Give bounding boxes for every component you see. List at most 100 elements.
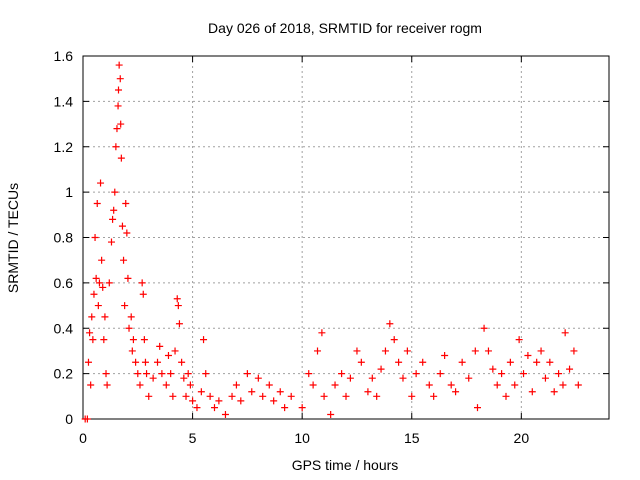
- data-point: [381, 347, 389, 355]
- data-point: [120, 256, 128, 264]
- data-point: [87, 381, 95, 389]
- data-point: [178, 358, 186, 366]
- data-points: [81, 61, 582, 423]
- data-point: [566, 365, 574, 373]
- data-point: [200, 336, 208, 344]
- data-point: [520, 370, 528, 378]
- data-point: [100, 336, 108, 344]
- data-point: [390, 336, 398, 344]
- data-point: [123, 229, 131, 237]
- y-tick-label: 0.6: [54, 275, 74, 291]
- data-point: [412, 370, 420, 378]
- data-point: [465, 374, 473, 382]
- y-tick-label: 0.8: [54, 230, 74, 246]
- data-point: [254, 374, 262, 382]
- data-point: [425, 381, 433, 389]
- data-point: [129, 336, 137, 344]
- data-point: [561, 329, 569, 337]
- data-point: [386, 320, 394, 328]
- x-tick-label: 20: [514, 430, 530, 446]
- data-point: [419, 358, 427, 366]
- data-point: [93, 199, 101, 207]
- data-point: [132, 358, 140, 366]
- data-point: [541, 374, 549, 382]
- data-point: [281, 404, 289, 412]
- data-point: [202, 370, 210, 378]
- data-point: [570, 347, 578, 355]
- data-point: [395, 358, 403, 366]
- x-tick-label: 15: [404, 430, 420, 446]
- data-point: [94, 302, 102, 310]
- data-point: [484, 347, 492, 355]
- data-point: [99, 283, 107, 291]
- data-point: [498, 370, 506, 378]
- data-point: [524, 351, 532, 359]
- data-point: [364, 388, 372, 396]
- data-point: [346, 374, 354, 382]
- data-point: [193, 404, 201, 412]
- x-tick-label: 5: [189, 430, 197, 446]
- data-point: [107, 238, 115, 246]
- data-point: [574, 381, 582, 389]
- data-point: [184, 370, 192, 378]
- data-point: [452, 388, 460, 396]
- data-point: [480, 324, 488, 332]
- data-point: [143, 370, 151, 378]
- y-tick-label: 0: [65, 411, 73, 427]
- data-point: [140, 336, 148, 344]
- data-point: [171, 347, 179, 355]
- y-tick-label: 1: [65, 184, 73, 200]
- data-point: [430, 392, 438, 400]
- data-point: [215, 397, 223, 405]
- data-point: [134, 370, 142, 378]
- y-tick-label: 1.4: [54, 93, 74, 109]
- data-point: [111, 188, 119, 196]
- data-point: [136, 381, 144, 389]
- data-point: [186, 381, 194, 389]
- data-point: [533, 358, 541, 366]
- data-point: [112, 143, 120, 151]
- data-point: [408, 392, 416, 400]
- data-point: [206, 392, 214, 400]
- data-point: [309, 381, 317, 389]
- data-point: [145, 392, 153, 400]
- data-point: [103, 381, 111, 389]
- data-point: [243, 370, 251, 378]
- y-tick-label: 1.2: [54, 139, 74, 155]
- data-point: [537, 347, 545, 355]
- data-point: [86, 329, 94, 337]
- data-point: [314, 347, 322, 355]
- data-point: [92, 274, 100, 282]
- data-point: [114, 102, 122, 110]
- data-point: [128, 347, 136, 355]
- x-tick-label: 10: [294, 430, 310, 446]
- data-point: [493, 381, 501, 389]
- data-point: [102, 370, 110, 378]
- data-point: [141, 358, 149, 366]
- data-point: [156, 342, 164, 350]
- grid-lines: [83, 56, 609, 419]
- data-point: [118, 222, 126, 230]
- y-axis-label: SRMTID / TECUs: [5, 183, 21, 293]
- data-point: [98, 256, 106, 264]
- data-point: [555, 370, 563, 378]
- data-point: [357, 358, 365, 366]
- y-tick-label: 1.6: [54, 48, 74, 64]
- data-point: [154, 358, 162, 366]
- data-point: [117, 154, 125, 162]
- data-point: [84, 358, 92, 366]
- data-point: [327, 410, 335, 418]
- data-point: [338, 370, 346, 378]
- data-point: [175, 320, 183, 328]
- data-point: [559, 381, 567, 389]
- data-point: [353, 347, 361, 355]
- data-point: [83, 415, 91, 423]
- data-point: [149, 374, 157, 382]
- data-point: [221, 410, 229, 418]
- x-tick-labels: 0 5 10 15 20: [79, 430, 529, 446]
- data-point: [318, 329, 326, 337]
- data-point: [211, 404, 218, 412]
- data-point: [138, 279, 146, 287]
